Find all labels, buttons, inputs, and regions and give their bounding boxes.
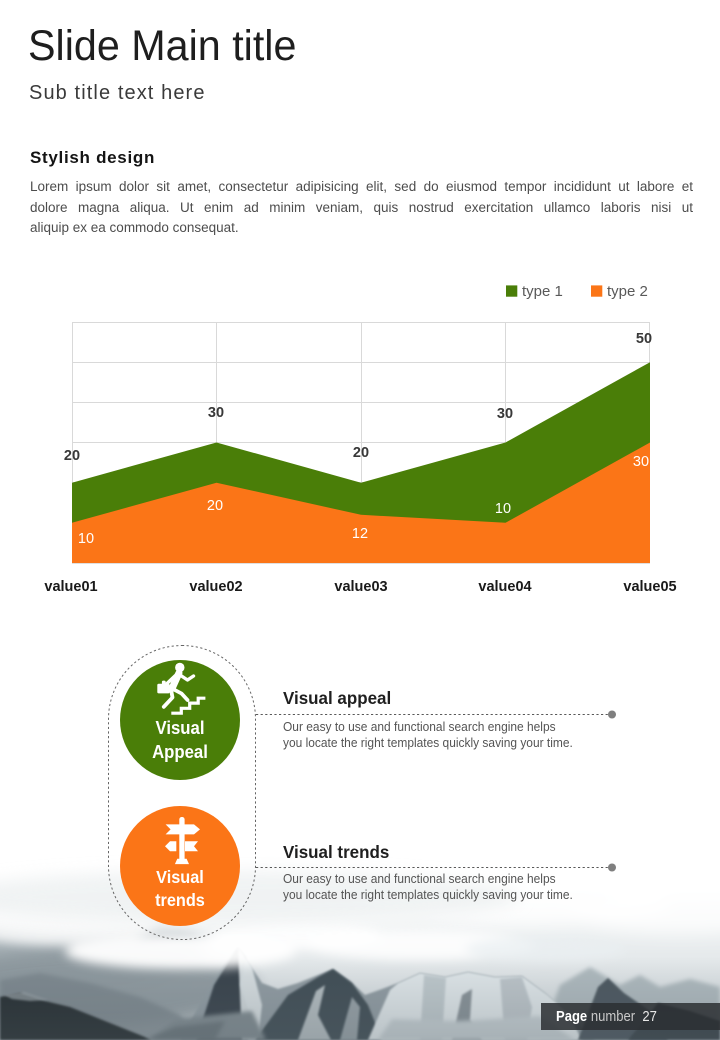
svg-text:20: 20 [207, 498, 223, 514]
svg-text:10: 10 [495, 501, 511, 517]
svg-text:value01: value01 [44, 579, 97, 595]
svg-text:value05: value05 [623, 579, 676, 595]
svg-text:type 2: type 2 [607, 283, 648, 300]
svg-text:20: 20 [353, 445, 369, 461]
svg-text:12: 12 [352, 526, 368, 542]
svg-text:30: 30 [497, 406, 513, 422]
svg-text:30: 30 [208, 405, 224, 421]
svg-text:type 1: type 1 [522, 283, 563, 300]
svg-text:value03: value03 [334, 579, 387, 595]
svg-text:30: 30 [633, 454, 649, 470]
svg-text:50: 50 [636, 331, 652, 347]
svg-text:value04: value04 [478, 579, 531, 595]
svg-text:value02: value02 [189, 579, 242, 595]
svg-text:10: 10 [78, 531, 94, 547]
svg-text:20: 20 [64, 448, 80, 464]
